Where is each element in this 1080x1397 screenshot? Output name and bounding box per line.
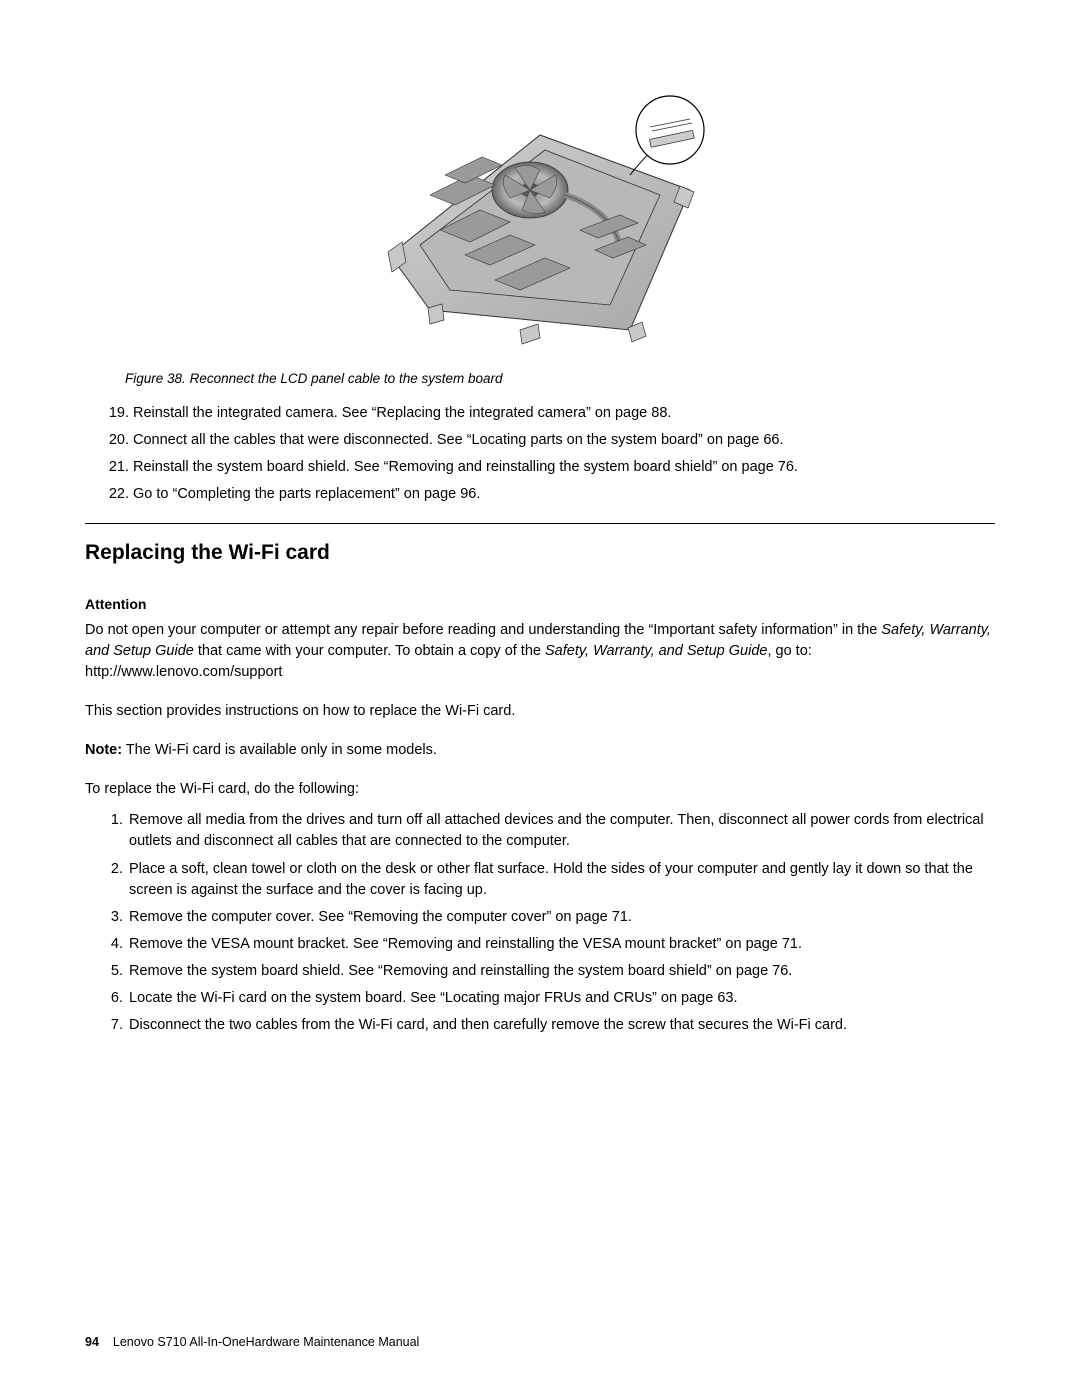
- replace-step-7: 7.Disconnect the two cables from the Wi-…: [103, 1015, 995, 1036]
- replace-step-5: 5.Remove the system board shield. See “R…: [103, 961, 995, 982]
- section-divider: [85, 523, 995, 524]
- page-footer: 94 Lenovo S710 All-In-OneHardware Mainten…: [85, 1333, 419, 1351]
- replace-step-1: 1.Remove all media from the drives and t…: [103, 810, 995, 852]
- replace-steps: 1.Remove all media from the drives and t…: [103, 810, 995, 1035]
- figure-caption-prefix: Figure 38.: [125, 371, 186, 386]
- continuation-steps: 19.Reinstall the integrated camera. See …: [103, 403, 995, 505]
- step-22: 22.Go to “Completing the parts replaceme…: [103, 484, 995, 505]
- procedure-lead: To replace the Wi-Fi card, do the follow…: [85, 779, 995, 800]
- figure-caption: Figure 38. Reconnect the LCD panel cable…: [125, 369, 995, 389]
- note-paragraph: Note: The Wi-Fi card is available only i…: [85, 740, 995, 761]
- manual-title: Lenovo S710 All-In-OneHardware Maintenan…: [113, 1335, 419, 1349]
- system-board-diagram: [370, 80, 710, 350]
- step-19: 19.Reinstall the integrated camera. See …: [103, 403, 995, 424]
- attention-label: Attention: [85, 594, 995, 614]
- replace-step-2: 2.Place a soft, clean towel or cloth on …: [103, 859, 995, 901]
- attention-paragraph: Do not open your computer or attempt any…: [85, 620, 995, 683]
- replace-step-4: 4.Remove the VESA mount bracket. See “Re…: [103, 934, 995, 955]
- note-label: Note:: [85, 742, 122, 758]
- step-21: 21.Reinstall the system board shield. Se…: [103, 457, 995, 478]
- section-heading: Replacing the Wi-Fi card: [85, 538, 995, 568]
- section-intro: This section provides instructions on ho…: [85, 701, 995, 722]
- replace-step-3: 3.Remove the computer cover. See “Removi…: [103, 907, 995, 928]
- replace-step-6: 6.Locate the Wi-Fi card on the system bo…: [103, 988, 995, 1009]
- figure-block: [85, 80, 995, 357]
- step-20: 20.Connect all the cables that were disc…: [103, 430, 995, 451]
- support-url: http://www.lenovo.com/support: [85, 664, 282, 680]
- figure-caption-text: Reconnect the LCD panel cable to the sys…: [190, 371, 503, 386]
- page-number: 94: [85, 1335, 99, 1349]
